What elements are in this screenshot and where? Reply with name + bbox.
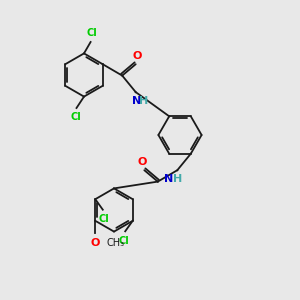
Text: O: O [133,51,142,61]
Text: Cl: Cl [86,28,97,38]
Text: N: N [132,96,141,106]
Text: O: O [137,157,147,166]
Text: CH₃: CH₃ [107,238,125,248]
Text: H: H [140,96,149,106]
Text: Cl: Cl [98,214,109,224]
Text: N: N [164,174,173,184]
Text: H: H [173,174,182,184]
Text: O: O [91,238,100,248]
Text: Cl: Cl [70,112,81,122]
Text: Cl: Cl [119,236,130,246]
